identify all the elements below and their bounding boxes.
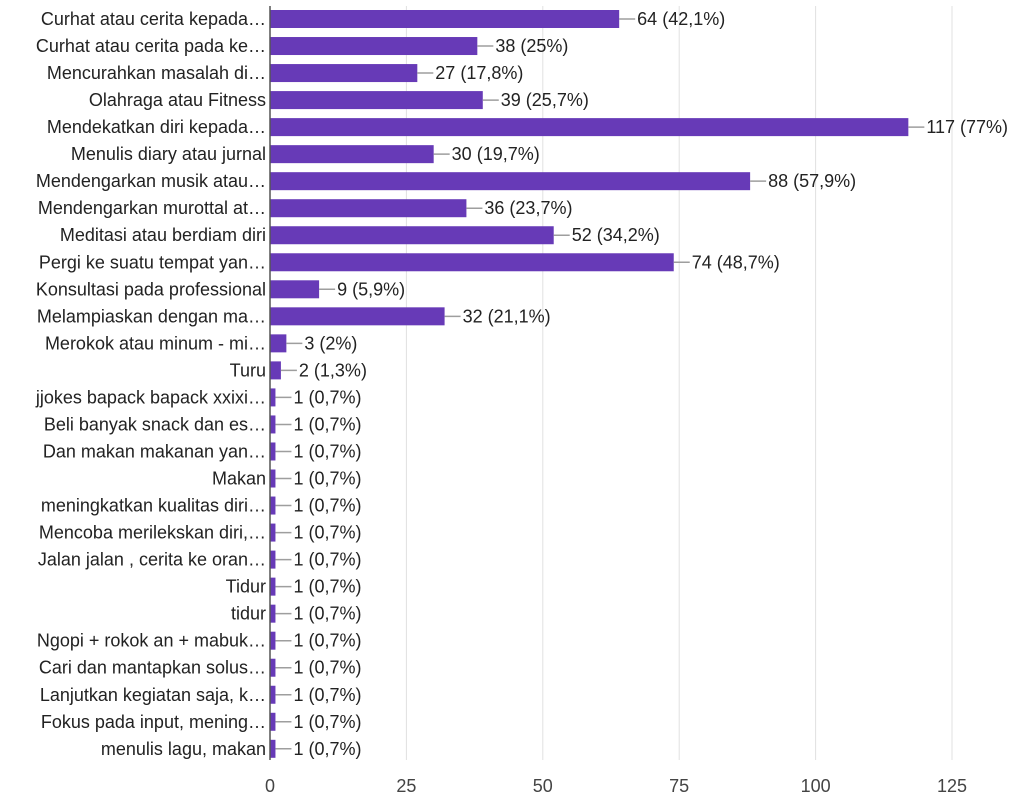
category-label: Cari dan mantapkan solus… xyxy=(39,658,266,678)
x-tick-label: 100 xyxy=(801,776,831,796)
value-label: 38 (25%) xyxy=(495,36,568,56)
bar xyxy=(270,361,281,380)
bar xyxy=(270,307,445,326)
category-label: jjokes bapack bapack xxixi… xyxy=(35,387,266,407)
bar xyxy=(270,118,909,137)
bar xyxy=(270,712,276,731)
value-label: 1 (0,7%) xyxy=(293,604,361,624)
x-tick-label: 125 xyxy=(937,776,967,796)
bar xyxy=(270,577,276,596)
category-label: tidur xyxy=(231,604,266,624)
value-label: 1 (0,7%) xyxy=(293,441,361,461)
value-label: 1 (0,7%) xyxy=(293,550,361,570)
bar xyxy=(270,280,320,299)
x-tick-label: 75 xyxy=(669,776,689,796)
category-label: Curhat atau cerita pada ke… xyxy=(36,36,266,56)
x-tick-label: 25 xyxy=(396,776,416,796)
bar xyxy=(270,469,276,488)
category-label: Turu xyxy=(230,360,266,380)
bar xyxy=(270,199,467,218)
value-label: 2 (1,3%) xyxy=(299,360,367,380)
category-label: menulis lagu, makan xyxy=(101,739,266,759)
bar xyxy=(270,685,276,704)
bar xyxy=(270,64,418,83)
bar xyxy=(270,10,620,28)
value-label: 1 (0,7%) xyxy=(293,739,361,759)
category-label: Mencurahkan masalah di… xyxy=(47,63,266,83)
value-label: 1 (0,7%) xyxy=(293,387,361,407)
value-label: 30 (19,7%) xyxy=(452,144,540,164)
category-label: Jalan jalan , cerita ke oran… xyxy=(38,550,266,570)
bar xyxy=(270,739,276,758)
x-axis-ticks: 0 25 50 75 100 125 xyxy=(265,776,967,796)
category-label: Olahraga atau Fitness xyxy=(89,90,266,110)
value-label: 88 (57,9%) xyxy=(768,171,856,191)
value-label: 39 (25,7%) xyxy=(501,90,589,110)
category-label: Mendengarkan musik atau… xyxy=(36,171,266,191)
category-label: Menulis diary atau jurnal xyxy=(71,144,266,164)
bar xyxy=(270,145,434,164)
category-labels: Curhat atau cerita kepada… Curhat atau ce… xyxy=(35,9,266,759)
value-label: 74 (48,7%) xyxy=(692,252,780,272)
value-label: 36 (23,7%) xyxy=(484,198,572,218)
bar xyxy=(270,658,276,677)
bar xyxy=(270,388,276,407)
bar xyxy=(270,172,751,191)
category-label: Ngopi + rokok an + mabuk… xyxy=(37,631,266,651)
value-label: 1 (0,7%) xyxy=(293,631,361,651)
category-label: Merokok atau minum - mi… xyxy=(45,333,266,353)
category-label: Melampiaskan dengan ma… xyxy=(37,306,266,326)
category-label: Pergi ke suatu tempat yan… xyxy=(39,252,266,272)
value-label: 1 (0,7%) xyxy=(293,414,361,434)
value-label: 1 (0,7%) xyxy=(293,469,361,489)
category-label: Mendengarkan murottal at… xyxy=(38,198,266,218)
bar xyxy=(270,226,554,245)
category-label: Tidur xyxy=(226,577,266,597)
bar xyxy=(270,523,276,542)
value-label: 117 (77%) xyxy=(926,117,1008,137)
bar xyxy=(270,604,276,623)
bar xyxy=(270,442,276,461)
category-label: Curhat atau cerita kepada… xyxy=(41,9,266,29)
bar xyxy=(270,496,276,515)
value-label: 64 (42,1%) xyxy=(637,9,725,29)
value-label: 1 (0,7%) xyxy=(293,712,361,732)
value-label: 9 (5,9%) xyxy=(337,279,405,299)
value-labels: 64 (42,1%) 38 (25%) 27 (17,8%) 39 (25,7%) 11… xyxy=(275,9,1008,759)
bar xyxy=(270,415,276,434)
value-label: 27 (17,8%) xyxy=(435,63,523,83)
value-label: 3 (2%) xyxy=(304,333,357,353)
category-label: Lanjutkan kegiatan saja, k… xyxy=(40,685,266,705)
value-label: 1 (0,7%) xyxy=(293,577,361,597)
category-label: Dan makan makanan yan… xyxy=(43,441,266,461)
bar xyxy=(270,631,276,650)
value-label: 1 (0,7%) xyxy=(293,685,361,705)
bar xyxy=(270,37,478,56)
category-label: Meditasi atau berdiam diri xyxy=(60,225,266,245)
category-label: Makan xyxy=(212,469,266,489)
category-label: Konsultasi pada professional xyxy=(36,279,266,299)
bar xyxy=(270,334,287,353)
value-label: 1 (0,7%) xyxy=(293,523,361,543)
bars xyxy=(270,10,909,758)
bar xyxy=(270,91,483,110)
bar xyxy=(270,253,674,272)
x-tick-label: 50 xyxy=(533,776,553,796)
value-label: 1 (0,7%) xyxy=(293,496,361,516)
value-label: 1 (0,7%) xyxy=(293,658,361,678)
category-label: meningkatkan kualitas diri… xyxy=(41,496,266,516)
category-label: Beli banyak snack dan es… xyxy=(44,414,266,434)
category-label: Mendekatkan diri kepada… xyxy=(47,117,266,137)
category-label: Mencoba merilekskan diri,… xyxy=(39,523,266,543)
value-label: 32 (21,1%) xyxy=(463,306,551,326)
value-label: 52 (34,2%) xyxy=(572,225,660,245)
x-tick-label: 0 xyxy=(265,776,275,796)
bar xyxy=(270,550,276,569)
category-label: Fokus pada input, mening… xyxy=(41,712,266,732)
